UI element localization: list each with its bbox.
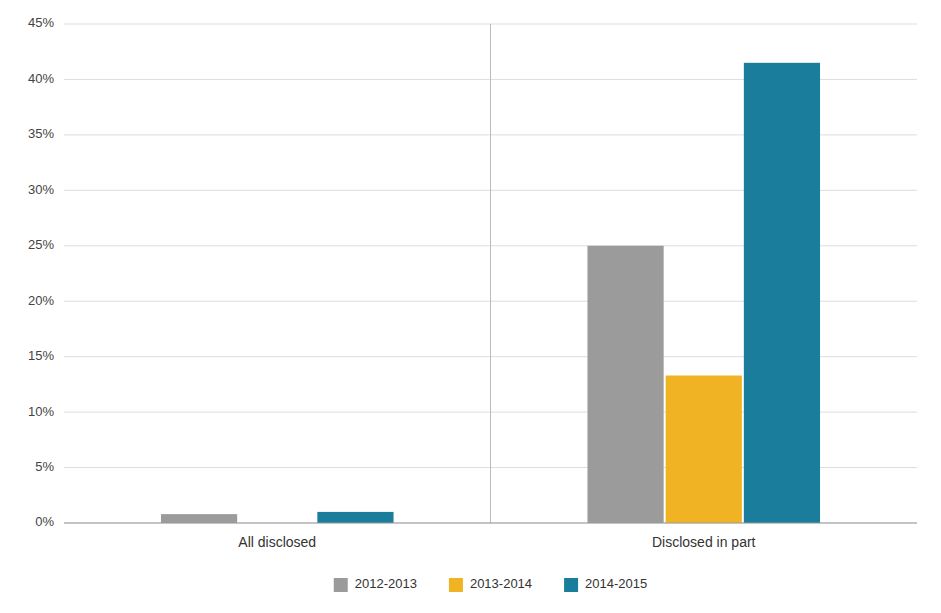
y-tick-label: 20% xyxy=(28,293,54,308)
chart-container: 0% 5% 10% 15% 20% 25% 30% 35% 40% 45% All disclose… xyxy=(0,0,941,613)
group-separator xyxy=(490,24,491,523)
x-tick-label: Disclosed in part xyxy=(652,534,756,550)
chart-svg: 0% 5% 10% 15% 20% 25% 30% 35% 40% 45% All disclose… xyxy=(0,0,941,613)
y-axis: 0% 5% 10% 15% 20% 25% 30% 35% 40% 45% xyxy=(28,15,917,529)
y-tick-label: 40% xyxy=(28,71,54,86)
legend-item: 2014-2015 xyxy=(564,576,647,592)
legend: 2012-2013 2013-2014 2014-2015 xyxy=(334,576,648,592)
x-axis-line xyxy=(64,523,917,524)
x-axis: All disclosed Disclosed in part xyxy=(238,534,755,550)
y-tick-label: 15% xyxy=(28,348,54,363)
bar xyxy=(744,63,820,523)
y-tick-label: 45% xyxy=(28,15,54,30)
legend-swatch xyxy=(449,578,463,592)
bar xyxy=(161,514,237,523)
bar xyxy=(666,376,742,523)
bars xyxy=(161,63,820,523)
x-tick-label: All disclosed xyxy=(238,534,316,550)
y-tick-label: 5% xyxy=(35,459,54,474)
grid-line xyxy=(64,523,917,524)
y-tick-label: 10% xyxy=(28,404,54,419)
legend-swatch xyxy=(564,578,578,592)
y-tick-label: 30% xyxy=(28,182,54,197)
legend-label: 2012-2013 xyxy=(355,576,417,591)
y-tick-label: 0% xyxy=(35,514,54,529)
legend-label: 2013-2014 xyxy=(470,576,532,591)
y-tick-label: 25% xyxy=(28,237,54,252)
bar xyxy=(587,246,663,523)
legend-item: 2013-2014 xyxy=(449,576,532,592)
y-tick-label: 35% xyxy=(28,126,54,141)
legend-swatch xyxy=(334,578,348,592)
legend-label: 2014-2015 xyxy=(585,576,647,591)
legend-item: 2012-2013 xyxy=(334,576,417,592)
bar xyxy=(317,512,393,523)
